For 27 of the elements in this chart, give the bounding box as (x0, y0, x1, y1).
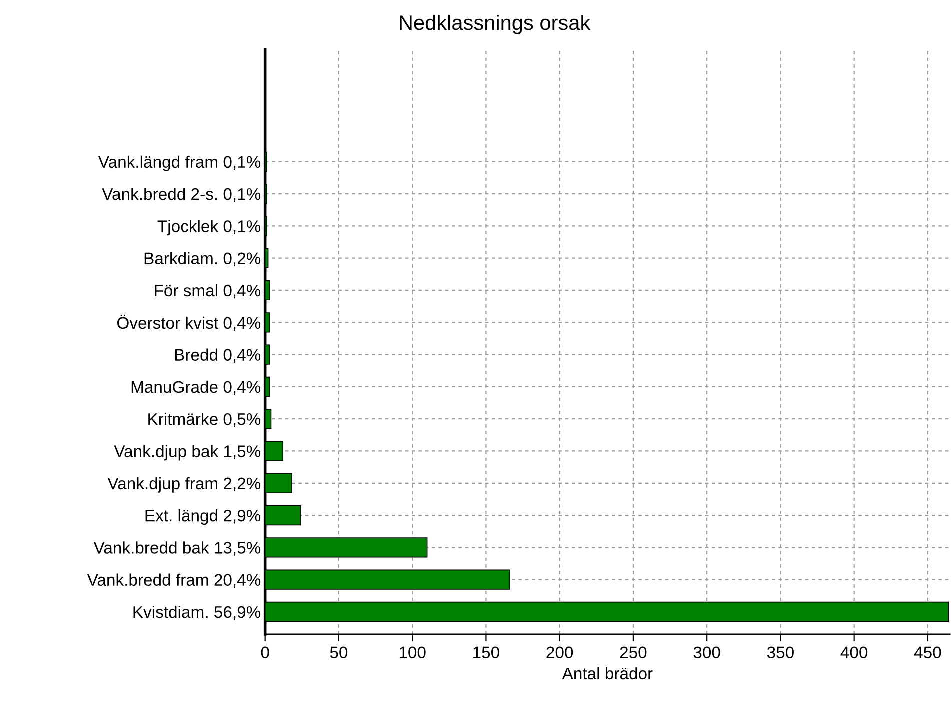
y-tick-label: Överstor kvist 0,4% (117, 315, 261, 332)
y-tick-label: Vank.djup bak 1,5% (114, 445, 261, 461)
y-tick-label: Bredd 0,4% (175, 348, 261, 363)
y-tick-label: Ext. längd 2,9% (146, 510, 261, 526)
x-tick-label: 100 (400, 646, 426, 659)
x-axis-title: Antal brädor (562, 667, 653, 680)
x-tick-label: 350 (767, 646, 794, 659)
x-tick-label: 150 (474, 646, 500, 659)
x-tick-label: 200 (546, 646, 574, 659)
y-tick-label: Kvistdiam. 56,9% (134, 606, 261, 620)
y-tick-label: Barkdiam. 0,2% (144, 252, 261, 267)
y-tick-label: ManuGrade 0,4% (132, 380, 261, 396)
x-tick-label: 250 (620, 646, 647, 659)
x-tick-label: 300 (694, 646, 720, 659)
y-tick-label: För smal 0,4% (155, 284, 261, 299)
y-tick-label: Tjocklek 0,1% (158, 220, 261, 236)
x-tick-label: 400 (840, 646, 868, 659)
x-tick-label: 0 (261, 646, 270, 659)
y-tick-label: Vank.längd fram 0,1% (98, 156, 261, 172)
y-tick-label: Vank.djup fram 2,2% (108, 477, 261, 493)
x-tick-label: 450 (914, 646, 942, 659)
chart-title: Nedklassnings orsak (400, 14, 591, 34)
x-tick-label: 50 (330, 646, 348, 659)
y-tick-label: Vank.bredd bak 13,5% (94, 542, 261, 556)
y-tick-label: Vank.bredd 2-s. 0,1% (102, 188, 261, 202)
y-tick-label: Vank.bredd fram 20,4% (87, 574, 261, 588)
y-tick-label: Kritmärke 0,5% (148, 413, 261, 428)
